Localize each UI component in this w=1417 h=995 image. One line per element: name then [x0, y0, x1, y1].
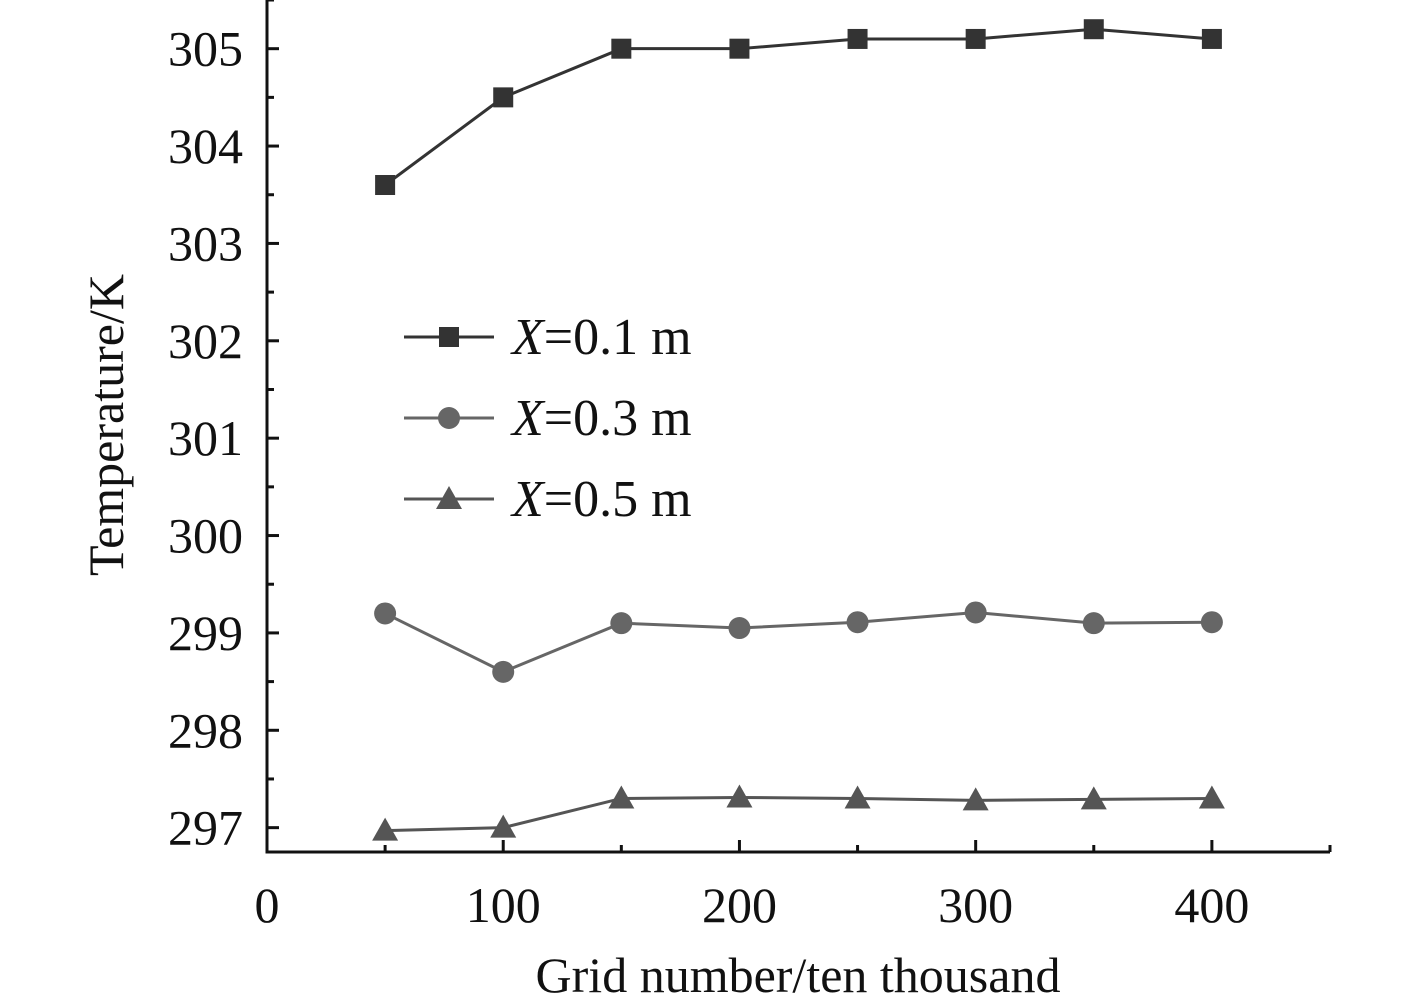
legend-label-value: =0.1 m: [544, 309, 692, 366]
data-point: [374, 602, 397, 625]
data-point: [372, 817, 399, 841]
series-1: [375, 19, 1222, 196]
data-point: [1200, 611, 1223, 634]
series-line: [385, 795, 1212, 833]
data-point: [847, 28, 868, 49]
x-tick-label: 300: [938, 877, 1013, 933]
data-point: [375, 175, 396, 196]
data-point: [965, 28, 986, 49]
y-tick-label: 304: [168, 118, 243, 174]
legend-label-variable: X: [510, 471, 546, 528]
series-2: [374, 601, 1223, 683]
y-tick-label: 305: [168, 21, 243, 77]
data-point: [608, 785, 635, 809]
x-tick-label: 0: [255, 877, 280, 933]
y-tick-label: 298: [168, 702, 243, 758]
x-axis-label: Grid number/ten thousand: [536, 947, 1061, 995]
x-tick-label: 200: [702, 877, 777, 933]
y-tick-label: 299: [168, 605, 243, 661]
data-point: [1082, 612, 1105, 635]
data-point: [844, 785, 871, 809]
legend-entry-1: X=0.1 m: [404, 309, 692, 366]
legend-label-value: =0.3 m: [544, 390, 692, 447]
legend-marker: [436, 486, 462, 509]
y-tick-label: 303: [168, 215, 243, 271]
legend-label: X=0.1 m: [510, 309, 692, 366]
legend-label: X=0.3 m: [510, 390, 692, 447]
axes: [265, 0, 1330, 854]
ticks: 0 100 200 300 400 297 298 299 300 301 302 303 304 305: [168, 0, 1332, 933]
data-point: [610, 612, 633, 635]
data-point: [493, 87, 514, 108]
legend-marker: [438, 407, 460, 429]
data-point: [726, 784, 753, 808]
data-point: [729, 38, 750, 59]
y-tick-label: 300: [168, 508, 243, 564]
y-tick-label: 301: [168, 410, 243, 466]
legend-label: X=0.5 m: [510, 471, 692, 528]
data-point: [1201, 28, 1222, 49]
data-point: [964, 601, 987, 624]
data-point: [492, 660, 515, 683]
legend-label-variable: X: [510, 390, 546, 447]
data-point: [728, 617, 751, 640]
x-tick-label: 100: [466, 877, 541, 933]
series-3: [372, 784, 1225, 841]
data-point: [962, 787, 989, 811]
legend-marker: [439, 327, 459, 347]
y-tick-label: 302: [168, 313, 243, 369]
series-layer: [372, 19, 1225, 841]
legend-entry-2: X=0.3 m: [404, 390, 692, 447]
legend: X=0.1 mX=0.3 mX=0.5 m: [404, 309, 692, 528]
data-point: [1083, 19, 1104, 40]
y-tick-label: 297: [168, 800, 243, 856]
series-line: [384, 610, 1212, 674]
data-point: [1080, 786, 1107, 810]
data-point: [1198, 785, 1225, 809]
legend-label-variable: X: [510, 309, 546, 366]
legend-label-value: =0.5 m: [544, 471, 692, 528]
x-tick-label: 400: [1174, 877, 1249, 933]
series-line: [384, 27, 1213, 187]
legend-entry-3: X=0.5 m: [404, 471, 692, 528]
data-point: [611, 38, 632, 59]
y-axis-label: Temperature/K: [78, 274, 134, 576]
data-point: [490, 814, 517, 838]
data-point: [846, 611, 869, 634]
